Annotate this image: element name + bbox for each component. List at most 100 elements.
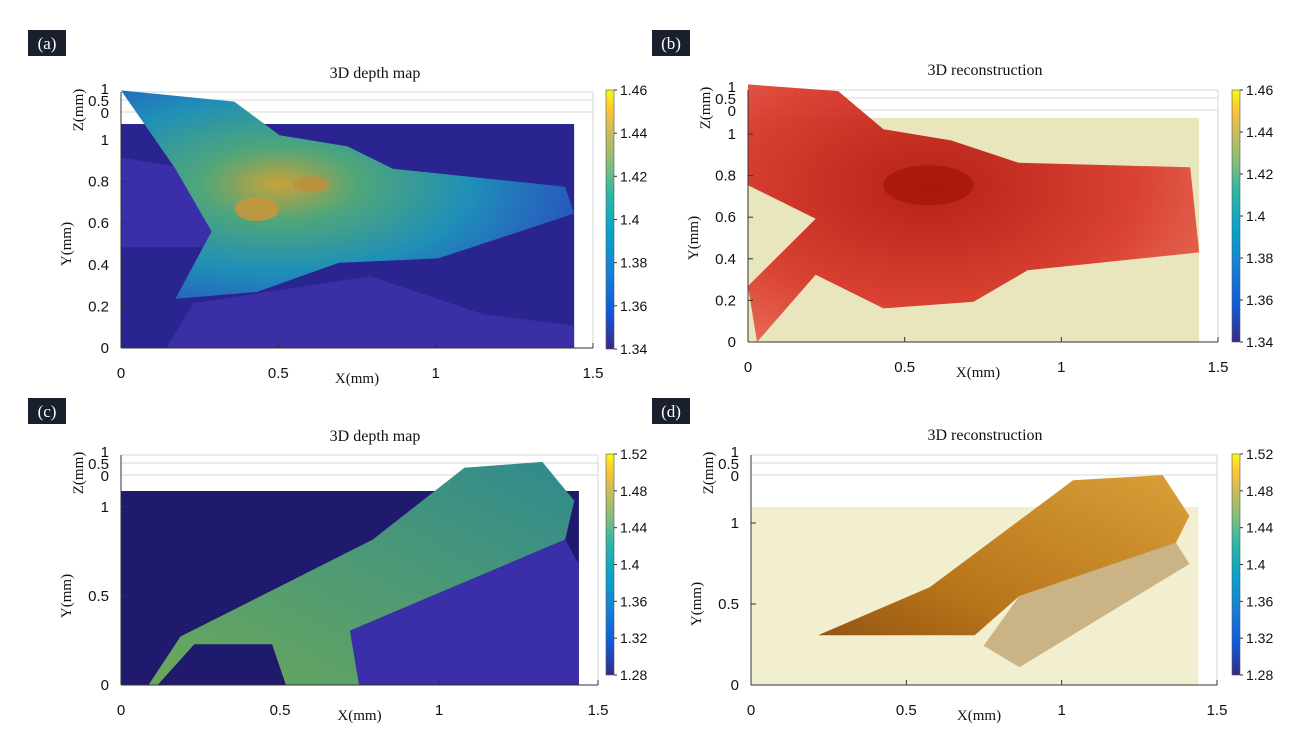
colorbar-tick-label: 1.34 (620, 341, 647, 357)
y-tick-label: 0 (731, 677, 739, 694)
colorbar-tick-label: 1.42 (620, 168, 647, 184)
colorbar-tick-label: 1.4 (620, 557, 640, 573)
panel-label: (b) (661, 34, 681, 53)
y-tick-label: 0.8 (715, 168, 736, 185)
panel-label-box (652, 398, 690, 424)
y-tick-label: 0.2 (715, 292, 736, 309)
x-tick-label: 1 (1057, 359, 1065, 376)
y-tick-label: 0.6 (715, 209, 736, 226)
x-tick-label: 0 (744, 359, 752, 376)
x-tick-label: 1 (431, 365, 439, 382)
y-axis-label: Y(mm) (59, 574, 75, 618)
colorbar-tick-label: 1.36 (620, 298, 647, 314)
y-tick-label: 0.2 (88, 298, 109, 315)
x-tick-label: 1.5 (588, 702, 609, 719)
colorbar-tick-label: 1.32 (620, 630, 647, 646)
colorbar-tick-label: 1.42 (1246, 166, 1273, 182)
chart-title: 3D depth map (330, 65, 421, 82)
x-tick-label: 1.5 (1208, 359, 1229, 376)
colorbar-tick-label: 1.48 (1246, 483, 1273, 499)
z-axis-label: Z(mm) (71, 452, 87, 495)
specimen-surface (148, 461, 575, 685)
y-tick-label: 1 (101, 499, 109, 516)
colorbar-tick-label: 1.46 (1246, 82, 1273, 98)
colorbar (1231, 89, 1241, 343)
z-axis-label: Z(mm) (71, 89, 87, 132)
x-tick-label: 0.5 (270, 702, 291, 719)
chart-title: 3D reconstruction (927, 62, 1042, 79)
x-axis-label: X(mm) (335, 371, 379, 387)
z-tick-label: 1 (101, 444, 109, 461)
x-tick-label: 1.5 (583, 365, 604, 382)
chart-title: 3D reconstruction (927, 427, 1042, 444)
y-tick-label: 1 (101, 132, 109, 149)
colorbar-tick-label: 1.46 (620, 82, 647, 98)
colorbar-tick-label: 1.44 (620, 520, 647, 536)
colorbar-tick-label: 1.44 (620, 125, 647, 141)
y-axis-label: Y(mm) (686, 216, 702, 260)
x-tick-label: 1 (1057, 702, 1065, 719)
colorbar-tick-label: 1.28 (1246, 667, 1273, 683)
colorbar-tick-label: 1.36 (1246, 292, 1273, 308)
colorbar-tick-label: 1.36 (620, 593, 647, 609)
high-depth-patch (293, 176, 330, 193)
y-tick-label: 1 (731, 515, 739, 532)
y-tick-label: 1 (728, 126, 736, 143)
z-tick-label: 0.5 (88, 456, 109, 473)
colorbar-tick-label: 1.4 (1246, 557, 1266, 573)
z-axis-label: Z(mm) (698, 87, 714, 130)
specimen-surface (759, 475, 1190, 685)
y-axis-label: Y(mm) (59, 222, 75, 266)
y-tick-label: 0.8 (88, 174, 109, 191)
x-tick-label: 0.5 (894, 359, 915, 376)
z-tick-label: 0 (101, 105, 109, 122)
x-tick-label: 0 (747, 702, 755, 719)
z-tick-label: 0 (728, 103, 736, 120)
colorbar-tick-label: 1.38 (620, 255, 647, 271)
z-tick-label: 0 (101, 468, 109, 485)
panel-label-box (652, 30, 690, 56)
surface-wall (350, 539, 579, 685)
y-tick-label: 0 (101, 677, 109, 694)
y-tick-label: 0.6 (88, 215, 109, 232)
x-axis-label: X(mm) (956, 365, 1000, 381)
colorbar (605, 89, 615, 350)
colorbar-tick-label: 1.38 (1246, 250, 1273, 266)
panel-label: (c) (38, 402, 57, 421)
y-tick-label: 0.5 (718, 596, 739, 613)
z-tick-label: 1 (728, 79, 736, 96)
colorbar-tick-label: 1.28 (620, 667, 647, 683)
colorbar-tick-label: 1.32 (1246, 630, 1273, 646)
surface-fringe (983, 542, 1190, 668)
colorbar-tick-label: 1.52 (620, 446, 647, 462)
colorbar-tick-label: 1.52 (1246, 446, 1273, 462)
x-tick-label: 1.5 (1207, 702, 1228, 719)
x-tick-label: 0.5 (896, 702, 917, 719)
surface-wall (166, 276, 575, 348)
z-tick-label: 1 (101, 81, 109, 98)
high-depth-patch (234, 197, 279, 222)
x-axis-label: X(mm) (957, 708, 1001, 724)
z-axis-label: Z(mm) (701, 452, 717, 495)
colorbar (605, 453, 615, 676)
colorbar-tick-label: 1.48 (620, 483, 647, 499)
colorbar-tick-label: 1.44 (1246, 520, 1273, 536)
colorbar-tick-label: 1.36 (1246, 593, 1273, 609)
colorbar-tick-label: 1.4 (1246, 208, 1266, 224)
z-tick-label: 0.5 (715, 91, 736, 108)
chart-title: 3D depth map (330, 428, 421, 445)
panel-label-box (28, 30, 66, 56)
colorbar-tick-label: 1.34 (1246, 334, 1273, 350)
z-tick-label: 0 (731, 468, 739, 485)
specimen-surface (748, 84, 1200, 343)
z-tick-label: 0.5 (718, 456, 739, 473)
x-axis-label: X(mm) (337, 708, 381, 724)
y-tick-label: 0 (728, 334, 736, 351)
colorbar-tick-label: 1.44 (1246, 124, 1273, 140)
y-tick-label: 0.5 (88, 588, 109, 605)
specimen-surface (121, 90, 575, 299)
